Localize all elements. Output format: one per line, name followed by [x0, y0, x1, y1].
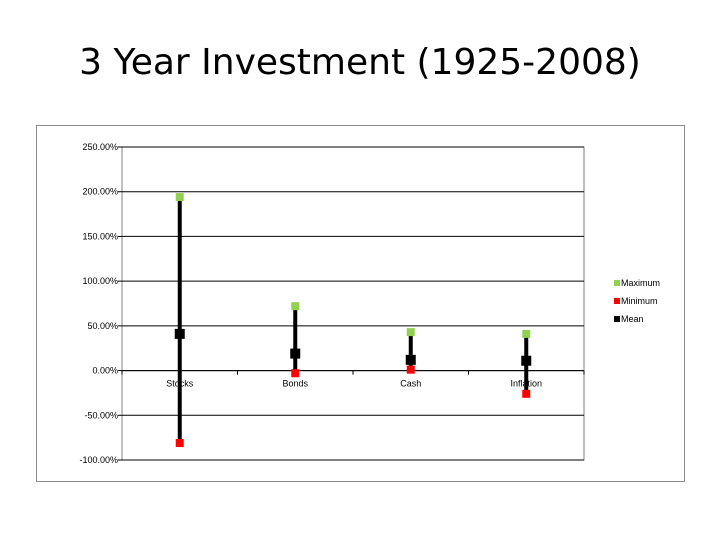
y-tick-label: 250.00%: [82, 142, 118, 152]
x-tick-label: Inflation: [510, 379, 542, 389]
plot-area: [121, 146, 585, 461]
marker-minimum: [291, 369, 300, 378]
y-tick-label: -100.00%: [79, 455, 118, 465]
y-tick-label: 0.00%: [92, 366, 118, 376]
y-tick-label: -50.00%: [84, 410, 118, 420]
marker-mean: [174, 328, 185, 339]
marker-minimum: [406, 365, 415, 374]
y-tick-label: 50.00%: [87, 321, 118, 331]
x-tick-label: Cash: [400, 379, 421, 389]
legend-label-mean: Mean: [621, 314, 644, 324]
marker-maximum: [291, 302, 300, 311]
legend-swatch-mean: [614, 316, 620, 322]
legend-label-maximum: Maximum: [621, 278, 660, 288]
legend-swatch-maximum: [614, 280, 620, 286]
y-tick-label: 100.00%: [82, 276, 118, 286]
marker-maximum: [406, 328, 415, 337]
chart-frame: [36, 125, 685, 482]
marker-maximum: [522, 329, 531, 338]
marker-minimum: [522, 389, 531, 398]
legend-label-minimum: Minimum: [621, 296, 658, 306]
slide-title: 3 Year Investment (1925-2008): [79, 42, 641, 83]
marker-mean: [405, 354, 416, 365]
y-tick-label: 150.00%: [82, 231, 118, 241]
marker-minimum: [175, 439, 184, 448]
y-tick-label: 200.00%: [82, 187, 118, 197]
legend-swatch-minimum: [614, 298, 620, 304]
x-tick-label: Stocks: [166, 379, 194, 389]
marker-mean: [290, 348, 301, 359]
marker-mean: [521, 355, 532, 366]
x-tick-label: Bonds: [282, 379, 308, 389]
marker-maximum: [175, 193, 184, 202]
